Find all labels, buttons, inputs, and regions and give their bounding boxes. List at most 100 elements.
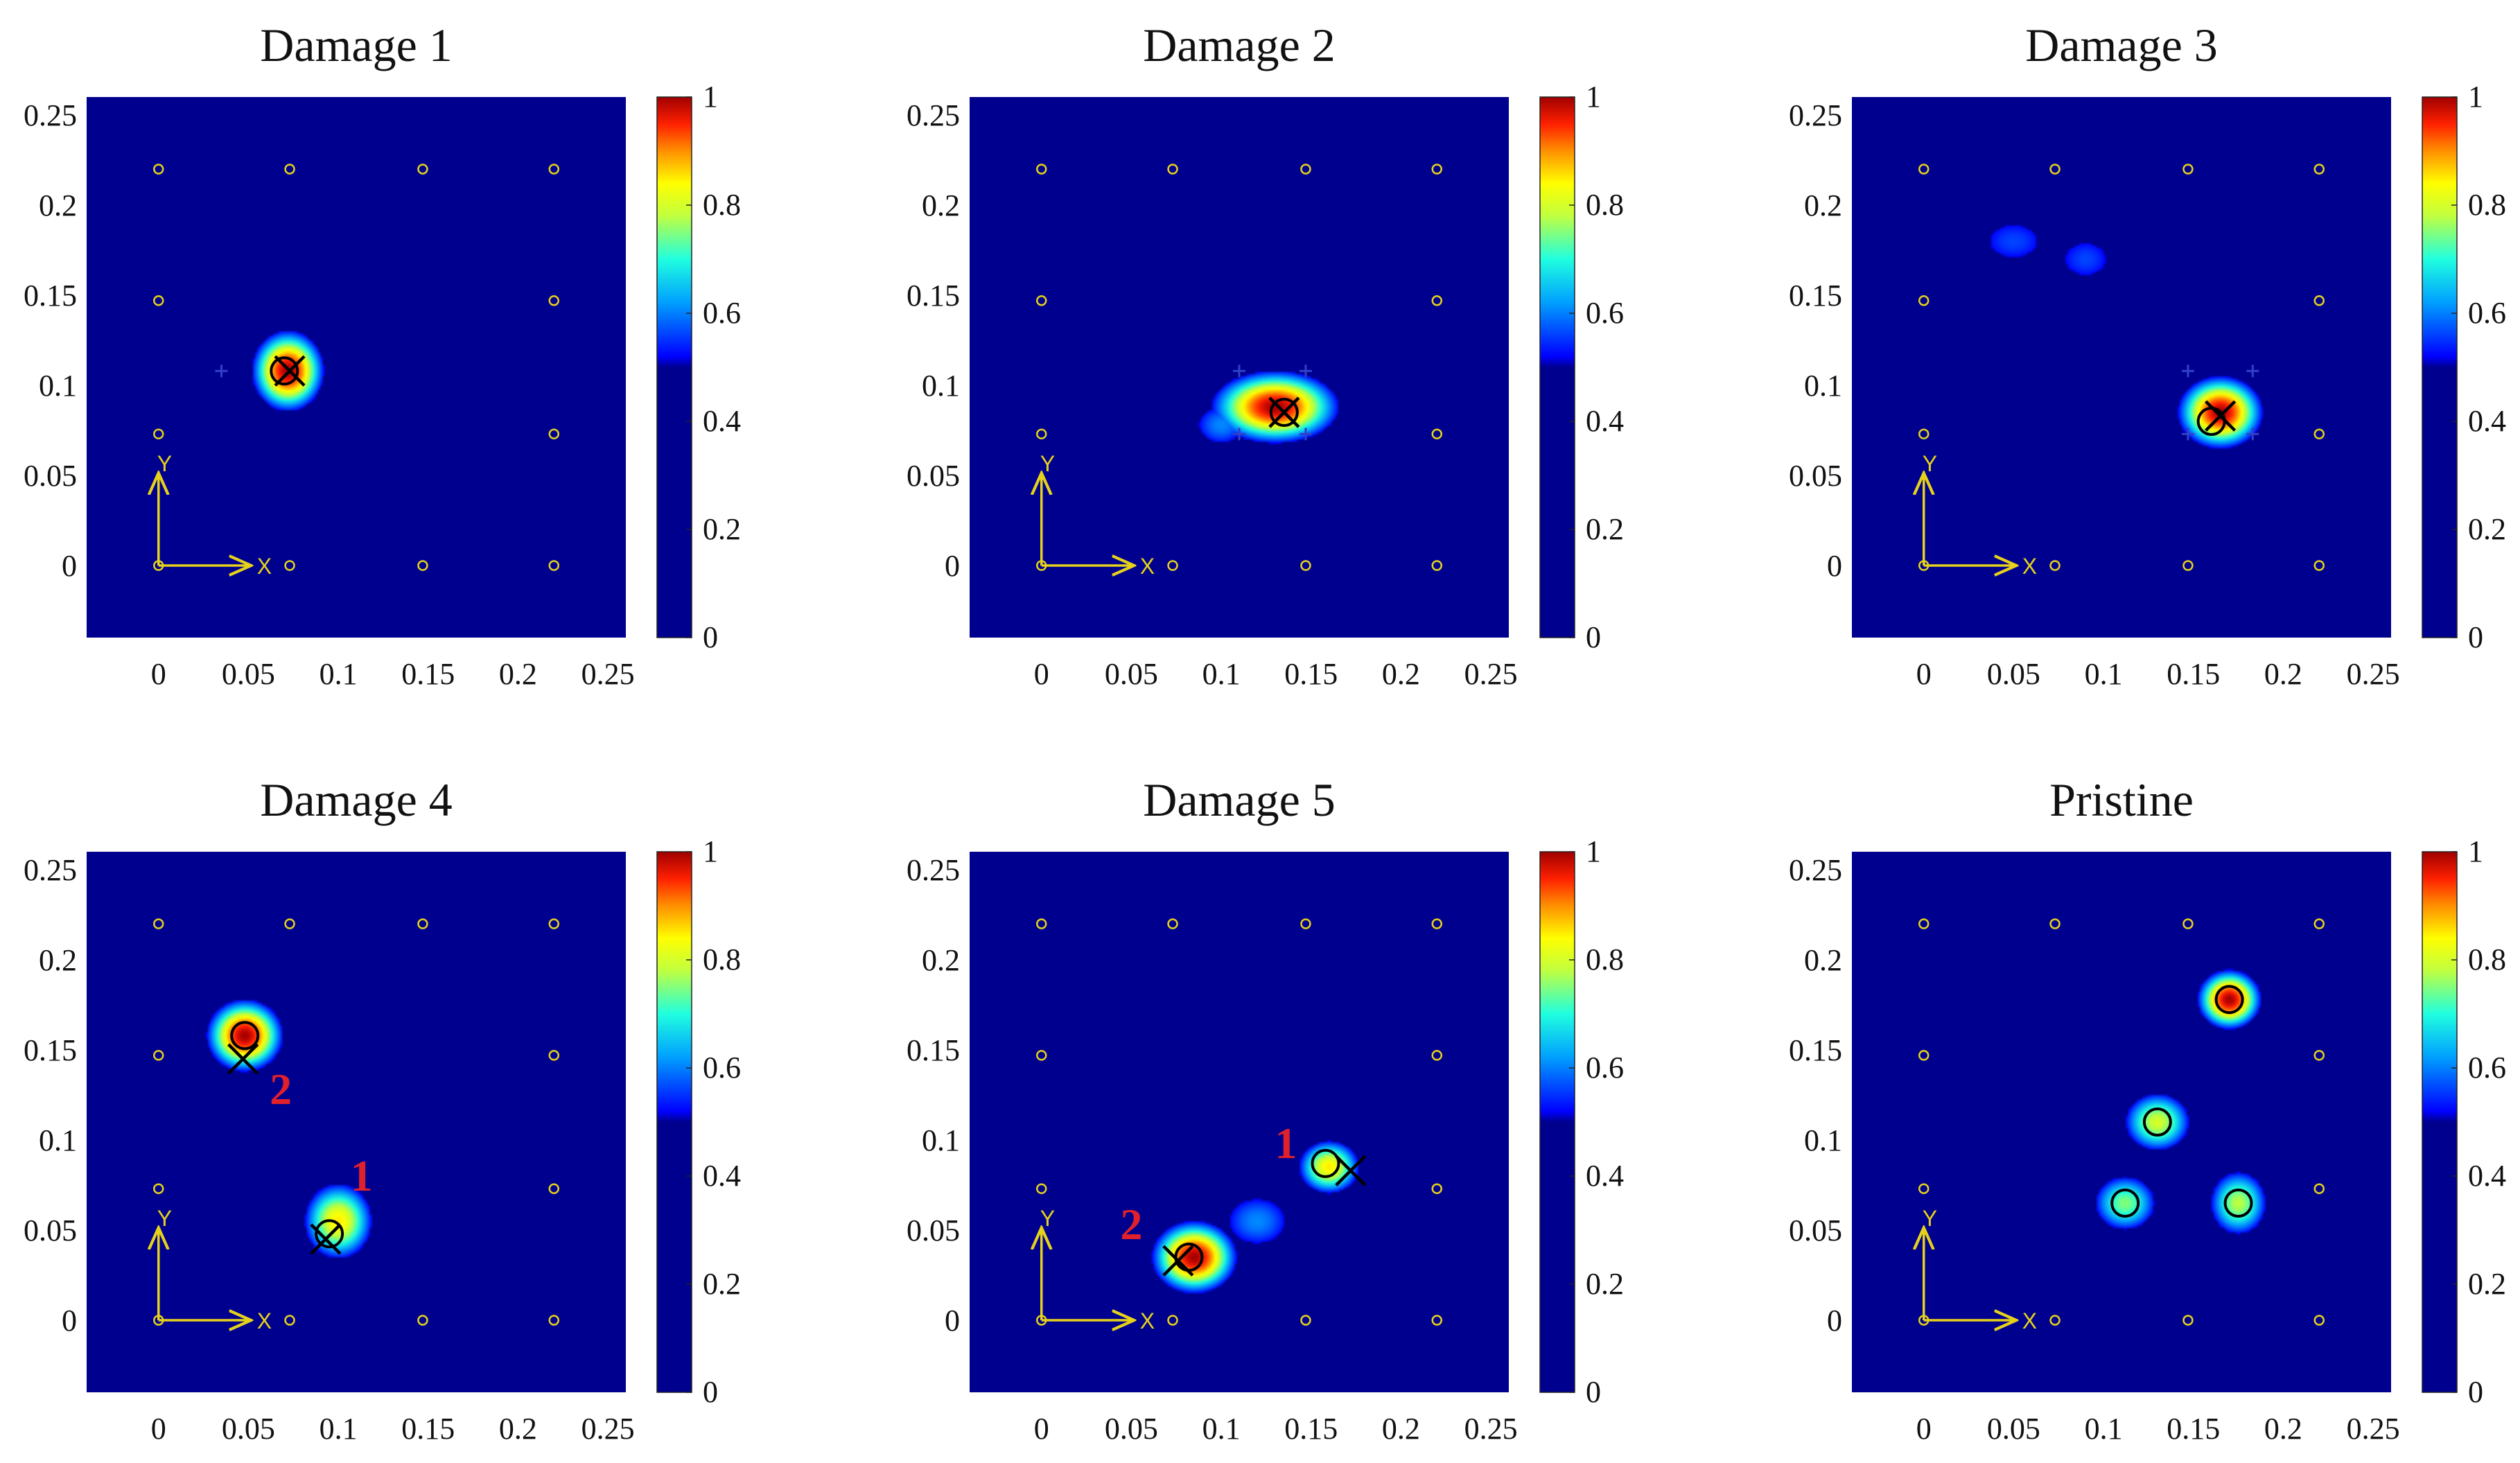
colorbar-tick-label: 1 [703, 80, 718, 114]
colorbar-tick-label: 0.4 [1586, 1159, 1624, 1193]
colorbar-frame [2422, 851, 2458, 1393]
colorbar-tick-label: 0 [703, 620, 718, 654]
sensor-marker [1167, 1315, 1178, 1326]
panel-title: Damage 2 [1143, 19, 1336, 71]
panel-damage-4: Damage 4 0 0.05 0.1 0.15 0.2 0.25 0 0.05 0.1 0.15 0… [24, 773, 741, 1446]
colorbar-tick-label: 0.2 [703, 512, 741, 546]
y-tick-label: 0 [1827, 1304, 1842, 1338]
sensor-marker [1431, 918, 1443, 929]
sensor-marker [152, 164, 164, 175]
y-tick-label: 0.1 [922, 369, 960, 403]
y-tick-label: 0.25 [24, 853, 77, 887]
sensor-marker [2049, 1315, 2060, 1326]
sensor-marker [417, 560, 428, 571]
x-tick-label: 0.1 [1202, 657, 1241, 691]
colorbar [657, 97, 692, 638]
panel-title: Damage 1 [260, 19, 453, 71]
sensor-marker [1035, 295, 1047, 306]
colorbar-tick-label: 0.8 [2468, 188, 2506, 222]
colorbar-tick-label: 0.6 [2468, 1051, 2506, 1085]
y-tick-label: 0 [945, 1304, 960, 1338]
transducer-plus-marker [2246, 365, 2259, 378]
x-tick-label: 0.05 [1105, 1412, 1158, 1446]
actual-damage-x-marker [227, 1043, 259, 1075]
y-tick-label: 0.25 [1789, 853, 1842, 887]
y-tick-label: 0.1 [39, 369, 77, 403]
x-tick-label: 0.2 [499, 1412, 537, 1446]
x-tick-label: 0.05 [1987, 657, 2040, 691]
sensor-marker [1431, 1050, 1443, 1061]
colorbar-tick-label: 0.2 [2468, 512, 2506, 546]
y-tick-label: 0.2 [1804, 943, 1842, 977]
transducer-plus-marker [1233, 428, 1245, 441]
colorbar-tick-label: 1 [1586, 80, 1601, 114]
x-tick-label: 0.25 [2347, 1412, 2400, 1446]
colorbar-tick-label: 0.2 [2468, 1267, 2506, 1301]
colorbar-tick-label: 0 [1586, 620, 1601, 654]
colorbar-tick-label: 0.6 [703, 296, 741, 330]
sensor-marker [1431, 1315, 1443, 1326]
transducer-plus-marker [2181, 365, 2194, 378]
sensor-marker [1300, 1315, 1311, 1326]
sensor-marker [284, 560, 295, 571]
y-tick-label: 0.1 [1804, 369, 1842, 403]
sensor-marker [2313, 295, 2325, 306]
heatmap-image [1852, 852, 2391, 1392]
x-tick-label: 0.2 [2264, 1412, 2302, 1446]
sensor-marker [548, 1183, 560, 1194]
y-tick-label: 0.2 [922, 943, 960, 977]
x-arrow-label: X [257, 554, 272, 579]
x-tick-label: 0.1 [2085, 1412, 2123, 1446]
x-tick-label: 0.2 [2264, 657, 2302, 691]
sensor-marker [1431, 295, 1443, 306]
actual-damage-x-marker [1335, 1155, 1367, 1186]
estimated-damage-circle [230, 1021, 260, 1051]
y-tick-label: 0.15 [907, 1033, 960, 1067]
sensor-marker [152, 295, 164, 306]
colorbar-tick-label: 1 [2468, 834, 2483, 868]
x-tick-label: 0.05 [222, 657, 275, 691]
x-tick-label: 0.25 [1464, 1412, 1518, 1446]
colorbar-tick-label: 0.4 [703, 404, 741, 438]
colorbar-tick-label: 0.6 [2468, 296, 2506, 330]
x-tick-label: 0.05 [1105, 657, 1158, 691]
colorbar [1540, 852, 1575, 1392]
sensor-marker [1035, 164, 1047, 175]
sensor-marker [2182, 1315, 2194, 1326]
estimated-damage-circle [2142, 1107, 2172, 1137]
sensor-marker [1167, 560, 1178, 571]
estimated-damage-circle [2110, 1189, 2140, 1218]
y-tick-label: 0 [945, 549, 960, 583]
sensor-marker [1918, 295, 1930, 306]
x-tick-label: 0.05 [1987, 1412, 2040, 1446]
y-arrow-label: Y [157, 1206, 172, 1231]
colorbar-tick-label: 0 [2468, 1375, 2483, 1409]
x-tick-label: 0.15 [1284, 1412, 1338, 1446]
sensor-marker [417, 918, 428, 929]
colorbar-tick-label: 0.4 [1586, 404, 1624, 438]
y-arrow-label: Y [1040, 451, 1055, 476]
x-arrow-label: X [2022, 554, 2037, 579]
x-tick-label: 0.25 [2347, 657, 2400, 691]
heatmap-image [87, 97, 626, 638]
colorbar-tick-label: 0.2 [1586, 512, 1624, 546]
colorbar-tick-label: 0 [703, 1375, 718, 1409]
sensor-marker [417, 164, 428, 175]
y-arrow-label: Y [1923, 451, 1937, 476]
sensor-marker [548, 560, 560, 571]
y-tick-label: 0.05 [907, 1214, 960, 1247]
y-tick-label: 0.15 [1789, 1033, 1842, 1067]
heatmap-image [970, 852, 1509, 1392]
sensor-marker [1431, 428, 1443, 439]
panel-damage-5: Damage 5 0 0.05 0.1 0.15 0.2 0.25 0 0.05 0.1 0.15 0… [907, 773, 1624, 1446]
x-tick-label: 0 [1034, 657, 1049, 691]
sensor-marker [1431, 560, 1443, 571]
actual-damage-x-marker [1162, 1245, 1194, 1277]
y-tick-label: 0.1 [1804, 1123, 1842, 1157]
sensor-marker [284, 164, 295, 175]
sensor-marker [2182, 560, 2194, 571]
y-tick-label: 0.05 [1789, 1214, 1842, 1247]
y-tick-label: 0.2 [1804, 189, 1842, 222]
x-tick-label: 0.2 [499, 657, 537, 691]
x-tick-label: 0.2 [1382, 657, 1420, 691]
